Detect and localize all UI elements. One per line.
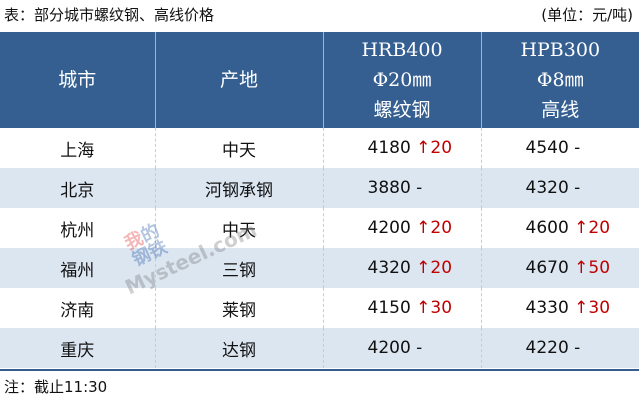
cell-city: 济南 — [60, 300, 95, 321]
hrb400-price: 4200 — [367, 338, 411, 358]
cell-hrb400: 4150 ↑30 — [322, 288, 481, 328]
cell-city: 北京 — [0, 168, 155, 208]
cell-hpb300: 4330 ↑30 — [480, 288, 639, 328]
cell-hrb400: 4180 ↑20 — [322, 128, 481, 168]
table-row: 济南 莱钢 4150 ↑30 4330 ↑30 — [0, 288, 639, 328]
cell-hrb400: 3880 - — [322, 168, 481, 208]
cell-hrb400: 4200 ↑20 — [322, 208, 481, 248]
table-row: 福州 三钢 4320 ↑20 4670 ↑50 — [0, 248, 639, 288]
cell-hpb300: 4670 ↑50 — [480, 248, 639, 288]
unit-label: (单位：元/吨) — [541, 6, 633, 24]
footnote: 注：截止11:30 — [4, 378, 108, 396]
table-row: 重庆 达钢 4200 -4220 - — [0, 328, 639, 368]
cell-hrb400: 4320 ↑20 — [322, 248, 481, 288]
cell-city: 上海 — [60, 140, 95, 161]
table-row: 杭州 中天 4200 ↑20 4600 ↑20 — [0, 208, 639, 248]
header-city: 城市 — [0, 32, 155, 128]
hpb300-price: 4540 — [525, 138, 569, 158]
header-hpb300-grade: HPB300 — [520, 39, 601, 61]
hrb400-price: 4150 — [367, 298, 411, 318]
hpb300-price: 4220 — [525, 338, 569, 358]
hpb300-change: ↑20 — [574, 218, 611, 238]
hrb400-price: 4320 — [367, 258, 411, 278]
cell-hrb400: 4200 - — [322, 328, 481, 368]
hpb300-price: 4330 — [525, 298, 569, 318]
cell-origin: 中天 — [154, 208, 323, 248]
header-origin: 产地 — [154, 32, 323, 128]
hrb400-change: - — [416, 178, 423, 198]
header-row: 城市 产地 HRB400 Φ20㎜ 螺纹钢 HPB300 Φ8㎜ 高线 — [0, 32, 639, 128]
header-hrb400-type: 螺纹钢 — [373, 99, 431, 121]
cell-hpb300: 4600 ↑20 — [480, 208, 639, 248]
header-hpb300-spec: Φ8㎜ — [536, 69, 584, 91]
cell-city: 杭州 — [60, 220, 95, 241]
cell-origin: 达钢 — [154, 328, 323, 368]
hrb400-price: 3880 — [367, 178, 411, 198]
header-hrb400-grade: HRB400 — [361, 39, 443, 61]
cell-origin: 河钢承钢 — [154, 168, 323, 208]
hrb400-change: - — [416, 338, 423, 358]
cell-hpb300: 4320 - — [480, 168, 639, 208]
cell-hpb300: 4220 - — [480, 328, 639, 368]
table-bottom-rule — [0, 369, 639, 371]
hpb300-change: - — [574, 178, 581, 198]
hrb400-change: ↑20 — [416, 138, 453, 158]
hrb400-change: ↑30 — [416, 298, 453, 318]
cell-origin: 中天 — [154, 128, 323, 168]
header-hpb300-type: 高线 — [541, 99, 580, 121]
hpb300-change: - — [574, 338, 581, 358]
cell-city: 重庆 — [0, 328, 155, 368]
table-title: 表：部分城市螺纹钢、高线价格 — [4, 6, 215, 24]
hpb300-change: ↑30 — [574, 298, 611, 318]
hrb400-change: ↑20 — [416, 218, 453, 238]
header-hpb300: HPB300 Φ8㎜ 高线 — [480, 32, 639, 128]
hpb300-price: 4600 — [525, 218, 569, 238]
cell-origin: 三钢 — [154, 248, 323, 288]
cell-city: 福州 — [0, 248, 155, 288]
cell-origin: 莱钢 — [154, 288, 323, 328]
hrb400-price: 4200 — [367, 218, 411, 238]
table-row: 北京 河钢承钢 3880 -4320 - — [0, 168, 639, 208]
hpb300-change: - — [574, 138, 581, 158]
hrb400-change: ↑20 — [416, 258, 453, 278]
price-table: 城市 产地 HRB400 Φ20㎜ 螺纹钢 HPB300 Φ8㎜ 高线 上海 中天… — [0, 32, 639, 368]
header-hrb400: HRB400 Φ20㎜ 螺纹钢 — [322, 32, 481, 128]
hpb300-price: 4670 — [525, 258, 569, 278]
hpb300-price: 4320 — [525, 178, 569, 198]
hpb300-change: ↑50 — [574, 258, 611, 278]
header-hrb400-spec: Φ20㎜ — [372, 69, 432, 91]
hrb400-price: 4180 — [367, 138, 411, 158]
cell-hpb300: 4540 - — [480, 128, 639, 168]
table-row: 上海 中天 4180 ↑20 4540 - — [0, 128, 639, 168]
